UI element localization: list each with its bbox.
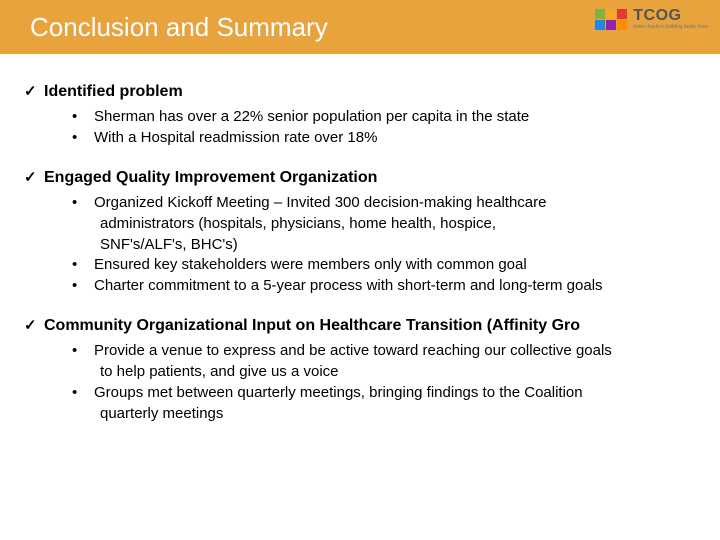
list-item: • Provide a venue to express and be acti…: [72, 341, 720, 361]
section-title: Engaged Quality Improvement Organization: [44, 168, 377, 189]
sub-list: • Sherman has over a 22% senior populati…: [24, 107, 720, 149]
logo-square: [606, 9, 616, 19]
bullet-icon: •: [72, 128, 94, 148]
logo-square: [617, 9, 627, 19]
item-text: Ensured key stakeholders were members on…: [94, 255, 720, 275]
logo: TCOG better leaders building better live…: [595, 8, 708, 30]
check-icon: ✓: [24, 82, 44, 102]
section: ✓ Identified problem • Sherman has over …: [24, 82, 720, 148]
logo-tagline: better leaders building better lives: [633, 25, 708, 30]
section-title: Identified problem: [44, 82, 183, 103]
item-continuation: SNF's/ALF's, BHC's): [72, 235, 720, 255]
list-item: • With a Hospital readmission rate over …: [72, 128, 720, 148]
bullet-icon: •: [72, 107, 94, 127]
logo-square: [595, 9, 605, 19]
logo-main: TCOG: [633, 8, 708, 24]
section-heading: ✓ Identified problem: [24, 82, 720, 103]
slide-body: ✓ Identified problem • Sherman has over …: [0, 54, 720, 424]
section: ✓ Community Organizational Input on Heal…: [24, 316, 720, 424]
list-item: • Charter commitment to a 5-year process…: [72, 276, 720, 296]
section: ✓ Engaged Quality Improvement Organizati…: [24, 168, 720, 296]
list-item: • Sherman has over a 22% senior populati…: [72, 107, 720, 127]
logo-text: TCOG better leaders building better live…: [633, 8, 708, 30]
item-continuation: to help patients, and give us a voice: [72, 362, 720, 382]
header-bar: Conclusion and Summary TCOG better leade…: [0, 0, 720, 54]
section-heading: ✓ Engaged Quality Improvement Organizati…: [24, 168, 720, 189]
logo-square: [595, 20, 605, 30]
item-text: Groups met between quarterly meetings, b…: [94, 383, 720, 403]
list-item: • Groups met between quarterly meetings,…: [72, 383, 720, 403]
item-text: Sherman has over a 22% senior population…: [94, 107, 720, 127]
bullet-icon: •: [72, 255, 94, 275]
check-icon: ✓: [24, 316, 44, 336]
section-heading: ✓ Community Organizational Input on Heal…: [24, 316, 720, 337]
list-item: • Ensured key stakeholders were members …: [72, 255, 720, 275]
item-text: Provide a venue to express and be active…: [94, 341, 720, 361]
item-continuation: administrators (hospitals, physicians, h…: [72, 214, 720, 234]
bullet-icon: •: [72, 341, 94, 361]
list-item: • Organized Kickoff Meeting – Invited 30…: [72, 193, 720, 213]
item-text: Charter commitment to a 5-year process w…: [94, 276, 720, 296]
item-text: With a Hospital readmission rate over 18…: [94, 128, 720, 148]
logo-squares: [595, 9, 627, 30]
sub-list: • Organized Kickoff Meeting – Invited 30…: [24, 193, 720, 296]
bullet-icon: •: [72, 276, 94, 296]
bullet-icon: •: [72, 383, 94, 403]
section-title: Community Organizational Input on Health…: [44, 316, 580, 337]
check-icon: ✓: [24, 168, 44, 188]
logo-square: [617, 20, 627, 30]
sub-list: • Provide a venue to express and be acti…: [24, 341, 720, 424]
slide-title: Conclusion and Summary: [30, 12, 328, 43]
item-text: Organized Kickoff Meeting – Invited 300 …: [94, 193, 720, 213]
item-continuation: quarterly meetings: [72, 404, 720, 424]
logo-square: [606, 20, 616, 30]
bullet-icon: •: [72, 193, 94, 213]
